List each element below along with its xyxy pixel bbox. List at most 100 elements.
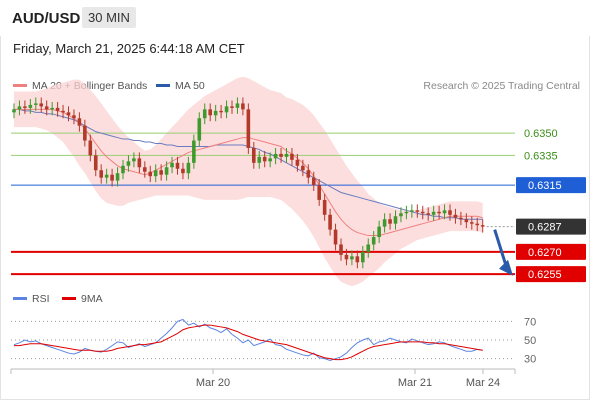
level-badge-tip-2 bbox=[516, 177, 522, 194]
candle-body bbox=[93, 155, 98, 171]
legend-swatch-9ma bbox=[62, 296, 76, 300]
candle-body bbox=[431, 211, 436, 215]
candle-body bbox=[273, 153, 278, 159]
candle-body bbox=[115, 173, 120, 181]
candle-body bbox=[344, 254, 349, 260]
candle-body bbox=[306, 170, 311, 178]
candle-body bbox=[148, 171, 153, 177]
candle-body bbox=[355, 256, 360, 263]
candle-body bbox=[175, 162, 180, 169]
level-label-0: 0.6350 bbox=[524, 128, 558, 140]
candle-body bbox=[88, 140, 93, 156]
candle-body bbox=[23, 106, 27, 108]
candle-body bbox=[192, 140, 196, 163]
bollinger-band bbox=[14, 76, 483, 287]
candle-body bbox=[399, 213, 403, 217]
candle-body bbox=[39, 103, 44, 107]
candle-body bbox=[208, 109, 212, 116]
candle-body bbox=[230, 106, 234, 108]
candle-body bbox=[393, 216, 398, 224]
level-label-5: 0.6255 bbox=[528, 269, 562, 281]
candle-body bbox=[420, 211, 425, 214]
candle-body bbox=[121, 165, 125, 174]
rsi-tick-label: 50 bbox=[524, 335, 536, 347]
candle-body bbox=[415, 210, 420, 212]
level-label-1: 0.6335 bbox=[524, 150, 558, 162]
timeframe-badge[interactable]: 30 MIN bbox=[82, 7, 136, 28]
forecast-arrow-shaft bbox=[493, 229, 508, 267]
rsi-series-9ma bbox=[14, 324, 483, 361]
candle-body bbox=[219, 110, 223, 113]
candle-body bbox=[55, 107, 60, 111]
candle-body bbox=[126, 161, 131, 166]
candle-body bbox=[12, 109, 16, 113]
candle-body bbox=[459, 217, 463, 220]
candle-body bbox=[470, 222, 474, 224]
candle-body bbox=[83, 125, 87, 141]
x-tick-label: Mar 24 bbox=[466, 377, 500, 389]
candle-body bbox=[164, 167, 169, 175]
legend-swatch-rsi bbox=[13, 296, 27, 300]
forecast-arrow-head bbox=[499, 259, 513, 276]
candle-body bbox=[235, 103, 240, 108]
rsi-tick-label: 30 bbox=[524, 354, 536, 366]
candle-body bbox=[388, 219, 392, 224]
candle-body bbox=[181, 168, 185, 174]
legend-label-ma50: MA 50 bbox=[175, 80, 205, 92]
candle-body bbox=[77, 118, 82, 126]
candle-body bbox=[480, 225, 485, 227]
candle-body bbox=[202, 109, 207, 119]
candle-body bbox=[371, 237, 376, 245]
candle-body bbox=[28, 104, 33, 108]
legend-swatch-ma20 bbox=[13, 83, 27, 87]
level-label-2: 0.6315 bbox=[528, 180, 562, 192]
candle-body bbox=[143, 167, 147, 172]
candle-body bbox=[404, 211, 409, 214]
candle-body bbox=[284, 153, 289, 157]
candle-body bbox=[290, 153, 294, 160]
rsi-series-rsi bbox=[13, 318, 483, 362]
candle-body bbox=[137, 158, 142, 168]
candle-body bbox=[241, 103, 245, 110]
candle-body bbox=[186, 162, 191, 174]
candle-body bbox=[437, 211, 441, 214]
candle-body bbox=[377, 226, 381, 238]
candle-body bbox=[99, 170, 103, 178]
candle-body bbox=[328, 214, 332, 230]
legend-item-ma50: MA 50 bbox=[156, 80, 205, 92]
candle-body bbox=[410, 210, 414, 212]
candle-body bbox=[153, 170, 158, 177]
x-tick-label: Mar 21 bbox=[398, 377, 432, 389]
candle-body bbox=[170, 162, 174, 168]
candle-body bbox=[110, 174, 114, 181]
candle-body bbox=[262, 156, 267, 162]
legend-label-rsi: RSI bbox=[32, 293, 50, 305]
candle-body bbox=[268, 158, 272, 162]
legend-item-rsi: RSI bbox=[13, 293, 50, 305]
candle-body bbox=[464, 219, 469, 223]
candle-body bbox=[17, 106, 22, 110]
candle-body bbox=[44, 106, 49, 110]
candle-body bbox=[301, 165, 305, 171]
timestamp: Friday, March 21, 2025 6:44:18 AM CET bbox=[13, 41, 245, 56]
candle-body bbox=[350, 256, 354, 260]
candle-body bbox=[442, 210, 447, 214]
candle-body bbox=[453, 214, 458, 218]
level-badge-tip-3 bbox=[516, 218, 522, 235]
rsi-tick-label: 70 bbox=[524, 316, 536, 328]
level-badge-tip-4 bbox=[516, 243, 522, 260]
candle-body bbox=[246, 109, 251, 148]
candle-body bbox=[311, 177, 316, 186]
level-label-4: 0.6270 bbox=[528, 247, 562, 259]
candle-body bbox=[159, 170, 163, 175]
candle-body bbox=[34, 103, 38, 105]
candle-body bbox=[279, 153, 283, 157]
candle-body bbox=[132, 158, 136, 162]
candle-body bbox=[366, 244, 371, 252]
candle-body bbox=[50, 107, 54, 110]
candle-body bbox=[426, 213, 430, 215]
credit-text: Research © 2025 Trading Central bbox=[423, 80, 580, 92]
legend-item-9ma: 9MA bbox=[62, 293, 103, 305]
candle-body bbox=[448, 210, 452, 215]
